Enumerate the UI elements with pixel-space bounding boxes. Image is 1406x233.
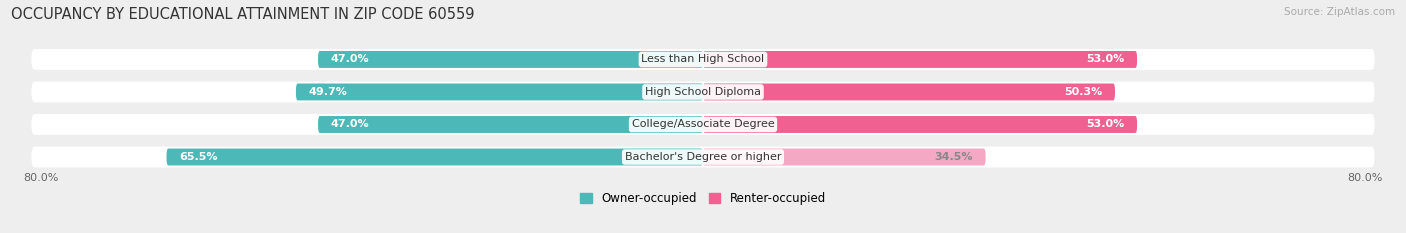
FancyBboxPatch shape	[31, 82, 1375, 102]
FancyBboxPatch shape	[166, 149, 703, 165]
FancyBboxPatch shape	[318, 116, 703, 133]
FancyBboxPatch shape	[318, 51, 703, 68]
Text: 53.0%: 53.0%	[1087, 55, 1125, 65]
FancyBboxPatch shape	[31, 114, 1375, 135]
FancyBboxPatch shape	[703, 116, 1137, 133]
Text: 34.5%: 34.5%	[935, 152, 973, 162]
FancyBboxPatch shape	[703, 83, 1115, 100]
Text: 49.7%: 49.7%	[308, 87, 347, 97]
FancyBboxPatch shape	[31, 147, 1375, 168]
Text: Less than High School: Less than High School	[641, 55, 765, 65]
Text: 50.3%: 50.3%	[1064, 87, 1102, 97]
Text: OCCUPANCY BY EDUCATIONAL ATTAINMENT IN ZIP CODE 60559: OCCUPANCY BY EDUCATIONAL ATTAINMENT IN Z…	[11, 7, 475, 22]
FancyBboxPatch shape	[703, 51, 1137, 68]
Text: 53.0%: 53.0%	[1087, 120, 1125, 130]
Text: 47.0%: 47.0%	[330, 55, 368, 65]
Legend: Owner-occupied, Renter-occupied: Owner-occupied, Renter-occupied	[579, 192, 827, 205]
Text: Bachelor's Degree or higher: Bachelor's Degree or higher	[624, 152, 782, 162]
Text: 80.0%: 80.0%	[1347, 173, 1384, 183]
Text: 65.5%: 65.5%	[179, 152, 218, 162]
Text: Source: ZipAtlas.com: Source: ZipAtlas.com	[1284, 7, 1395, 17]
Text: High School Diploma: High School Diploma	[645, 87, 761, 97]
FancyBboxPatch shape	[703, 149, 986, 165]
Text: College/Associate Degree: College/Associate Degree	[631, 120, 775, 130]
Text: 47.0%: 47.0%	[330, 120, 368, 130]
FancyBboxPatch shape	[295, 83, 703, 100]
Text: 80.0%: 80.0%	[22, 173, 59, 183]
FancyBboxPatch shape	[31, 49, 1375, 70]
